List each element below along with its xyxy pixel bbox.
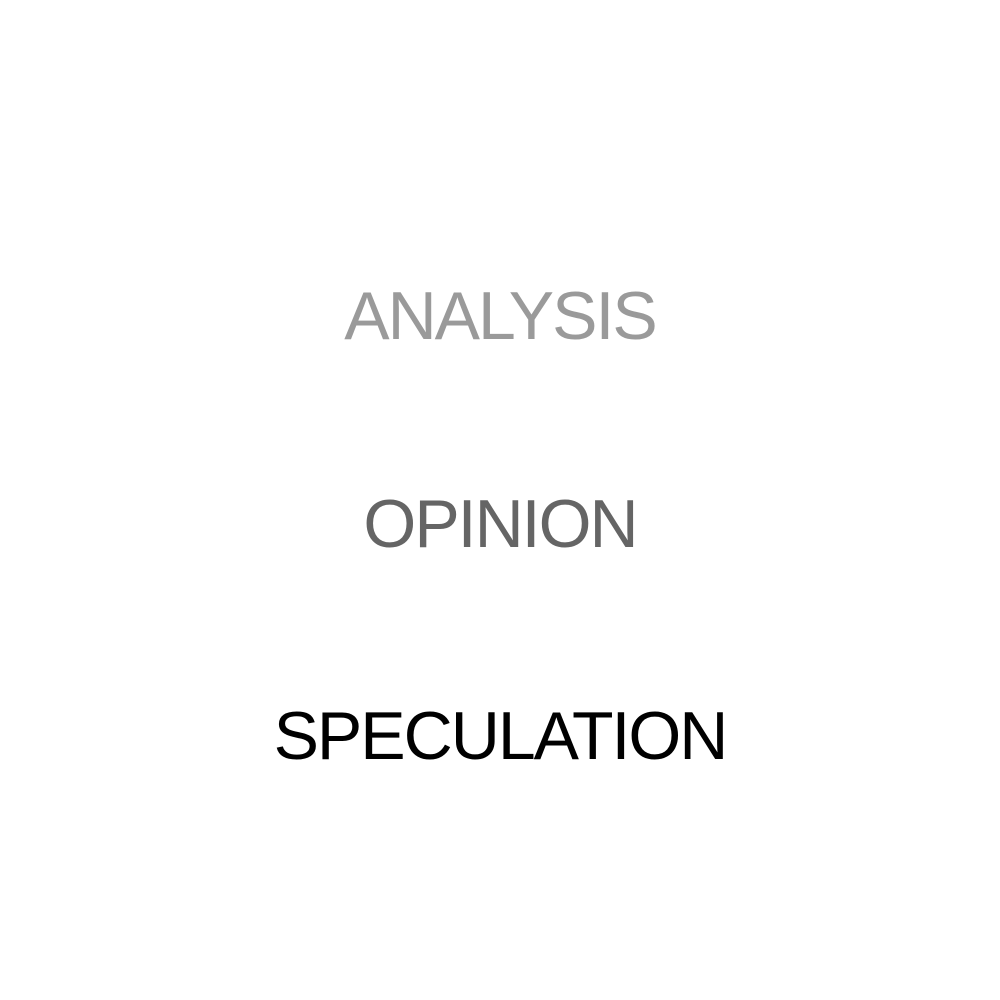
word-opinion: OPINION (363, 486, 638, 562)
word-speculation: SPECULATION (273, 698, 729, 774)
word-analysis: ANALYSIS (344, 278, 658, 354)
